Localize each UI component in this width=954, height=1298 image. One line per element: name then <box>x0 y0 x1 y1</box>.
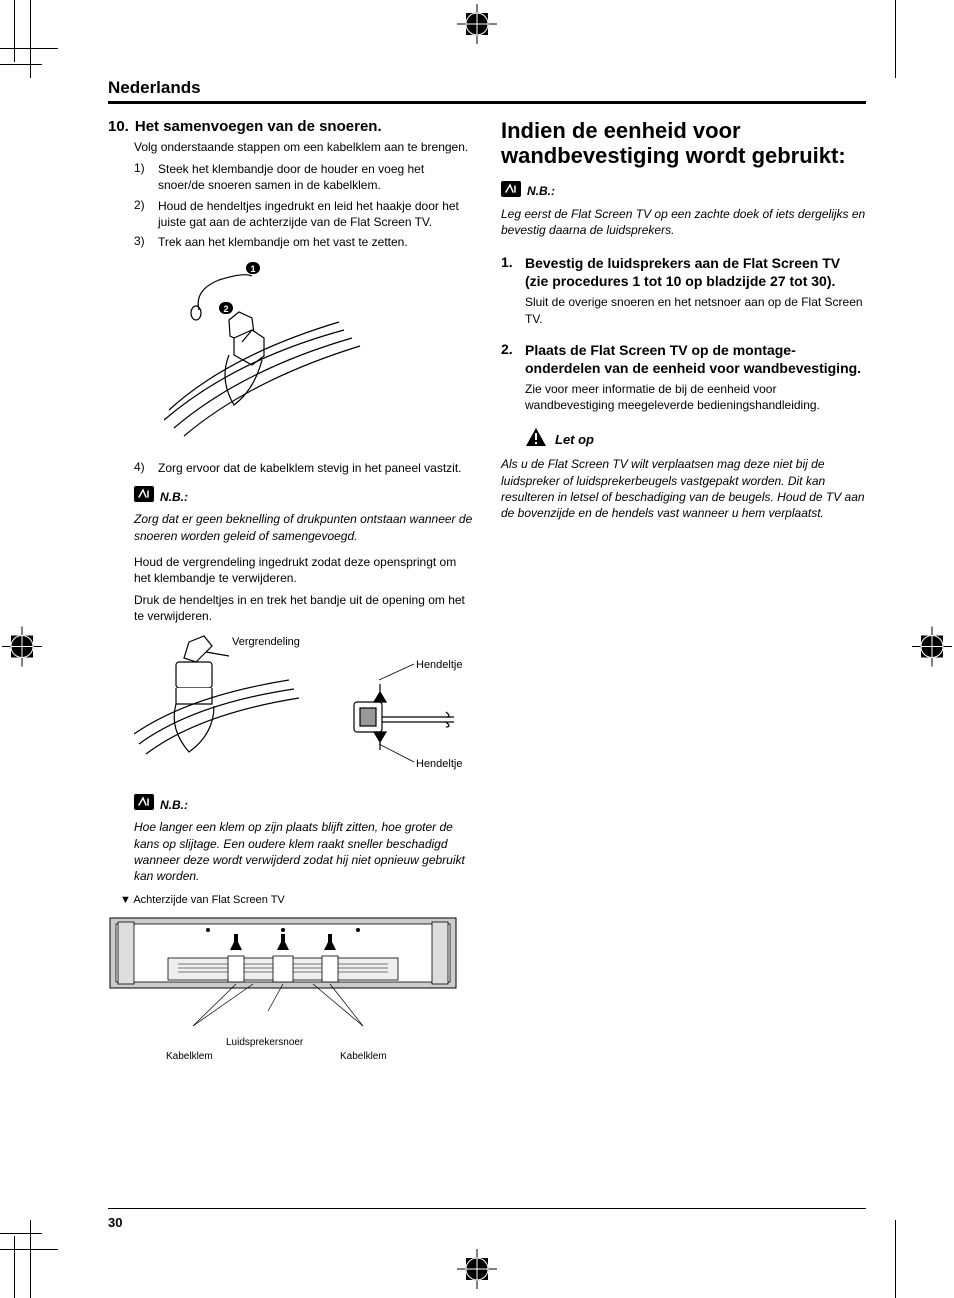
step-heading: Bevestig de luidsprekers aan de Flat Scr… <box>525 254 866 290</box>
list-num: 3) <box>134 234 148 250</box>
registration-mark-bottom <box>457 1249 497 1294</box>
fig-label-lever: Hendeltje <box>416 659 462 671</box>
list-num: 1) <box>134 161 148 193</box>
step-heading: Het samenvoegen van de snoeren. <box>135 118 382 135</box>
registration-mark-left <box>2 627 42 672</box>
fig-label-lock: Vergrendeling <box>232 636 300 648</box>
caution-icon <box>525 427 547 452</box>
left-column: 10. Het samenvoegen van de snoeren. Volg… <box>108 118 473 1087</box>
note-label: N.B.: <box>160 490 188 504</box>
list-text: Zorg ervoor dat de kabelklem stevig in h… <box>158 460 462 476</box>
body-text: Houd de vergrendeling ingedrukt zodat de… <box>134 554 473 586</box>
page-number: 30 <box>108 1208 866 1230</box>
note-text: Hoe langer een klem op zijn plaats blijf… <box>134 819 473 884</box>
figure-lock-levers: Vergrendeling Hendeltje Hendeltje <box>134 634 473 784</box>
figure-cable-clamp: 1 2 <box>134 260 473 450</box>
fig-label-clamp-left: Kabelklem <box>166 1051 213 1062</box>
section-heading: Indien de eenheid voor wandbevestiging w… <box>501 118 866 169</box>
note-label: N.B.: <box>527 184 555 198</box>
figure-tv-rear: Kabelklem Luidsprekersnoer Kabelklem <box>108 916 473 1073</box>
note-icon <box>134 794 154 815</box>
caution-label: Let op <box>555 432 594 447</box>
note-icon <box>134 486 154 507</box>
svg-text:1: 1 <box>250 264 255 274</box>
language-header: Nederlands <box>108 78 866 104</box>
figure-caption: ▼ Achterzijde van Flat Screen TV <box>120 894 473 906</box>
svg-text:2: 2 <box>223 304 228 314</box>
note-text: Leg eerst de Flat Screen TV op een zacht… <box>501 206 866 238</box>
note-label: N.B.: <box>160 798 188 812</box>
step-heading: Plaats de Flat Screen TV op de montage-o… <box>525 341 866 377</box>
note-icon <box>501 181 521 202</box>
list-text: Houd de hendeltjes ingedrukt en leid het… <box>158 198 473 230</box>
list-text: Steek het klembandje door de houder en v… <box>158 161 473 193</box>
list-text: Trek aan het klembandje om het vast te z… <box>158 234 408 250</box>
step-body: Zie voor meer informatie de bij de eenhe… <box>525 381 866 413</box>
step-number: 10. <box>108 118 129 135</box>
right-column: Indien de eenheid voor wandbevestiging w… <box>501 118 866 1087</box>
intro-text: Volg onderstaande stappen om een kabelkl… <box>134 139 473 155</box>
page-content: Nederlands 10. Het samenvoegen van de sn… <box>108 78 866 1230</box>
caution-text: Als u de Flat Screen TV wilt verplaatsen… <box>501 456 866 521</box>
registration-mark-right <box>912 627 952 672</box>
body-text: Druk de hendeltjes in en trek het bandje… <box>134 592 473 624</box>
step-number: 2. <box>501 341 517 377</box>
fig-label-clamp-right: Kabelklem <box>340 1051 387 1062</box>
note-text: Zorg dat er geen beknelling of drukpunte… <box>134 511 473 543</box>
step-number: 1. <box>501 254 517 290</box>
list-num: 4) <box>134 460 148 476</box>
fig-label-speaker-cable: Luidsprekersnoer <box>226 1037 303 1048</box>
step-body: Sluit de overige snoeren en het netsnoer… <box>525 294 866 326</box>
list-num: 2) <box>134 198 148 230</box>
registration-mark-top <box>457 4 497 49</box>
fig-label-lever: Hendeltje <box>416 758 462 770</box>
